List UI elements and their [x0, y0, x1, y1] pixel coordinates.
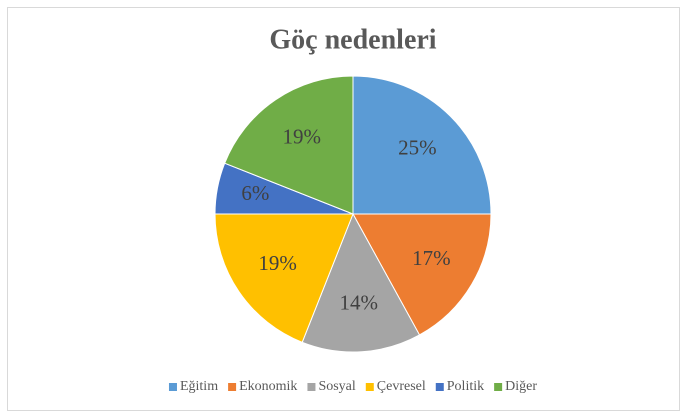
legend-label: Ekonomik: [239, 379, 297, 394]
data-label: 19%: [258, 251, 297, 275]
data-label: 19%: [283, 124, 322, 148]
pie-slice: [352, 213, 492, 336]
legend-label: Sosyal: [318, 379, 355, 394]
legend-swatch: [228, 383, 237, 391]
legend-label: Politik: [447, 379, 484, 394]
legend-swatch: [435, 383, 444, 391]
legend-label: Çevresel: [377, 379, 426, 394]
legend-swatch: [365, 383, 374, 391]
legend-swatch: [494, 383, 503, 391]
legend: Eğitim Ekonomik Sosyal Çevresel Politik Diğer: [168, 379, 537, 394]
data-label: 25%: [398, 135, 437, 159]
legend-swatch: [168, 383, 177, 391]
pie-slice: [224, 75, 354, 215]
data-label: 6%: [241, 181, 269, 205]
chart-title: Göç nedenleri: [269, 24, 436, 55]
pie-slice: [214, 213, 354, 343]
pie-slice: [352, 75, 492, 215]
pie-slice: [301, 212, 421, 353]
data-label: 17%: [412, 246, 451, 270]
legend-label: Diğer: [505, 379, 537, 394]
legend-swatch: [307, 383, 316, 391]
data-label: 14%: [339, 291, 378, 315]
legend-label: Eğitim: [180, 379, 218, 394]
